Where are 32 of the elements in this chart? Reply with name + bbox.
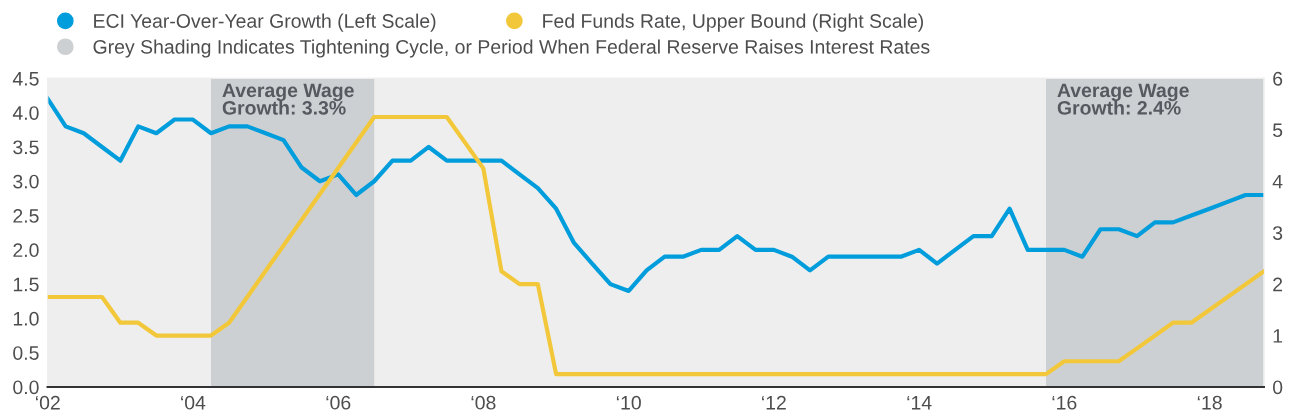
legend-label: Fed Funds Rate, Upper Bound (Right Scale) (543, 13, 923, 32)
y2-tick-label: 5 (1273, 123, 1283, 138)
x-tick-label: ‘06 (326, 395, 351, 410)
y2-tick-label: 1 (1273, 329, 1283, 343)
y-tick-label: 0.0 (13, 380, 39, 395)
y2-tick-label: 0 (1272, 380, 1283, 395)
y-tick-label: 1.5 (13, 277, 39, 292)
y2-tick-label: 6 (1273, 71, 1283, 86)
y-tick-label: 1.0 (13, 311, 39, 326)
y-tick-label: 2.5 (13, 209, 39, 223)
y2-tick-label: 4 (1272, 174, 1283, 189)
band-label: Average Wage Growth: 2.4% (1057, 83, 1189, 115)
y-tick-label: 0.5 (13, 346, 39, 360)
text: Grey Shading Indicates Tightening Cycle, or Period When Federal Reserve Raises Interest Rates (93, 39, 930, 58)
y2-tick-label: 2 (1273, 277, 1283, 292)
y-tick-label: 2.0 (13, 243, 39, 258)
y-tick-label: 3.5 (13, 140, 39, 155)
x-tick-label: ‘02 (36, 395, 60, 410)
legend-label: ECI Year-Over-Year Growth (Left Scale) (94, 13, 436, 32)
y-tick-label: 3.0 (13, 174, 39, 189)
x-tick-label: ‘16 (1052, 395, 1077, 410)
x-tick-label: ‘04 (181, 395, 206, 410)
x-tick-label: ‘18 (1197, 395, 1222, 410)
y-tick-label: 4.0 (12, 106, 39, 120)
y-tick-label: 4.5 (12, 72, 39, 86)
x-tick-label: ‘12 (762, 395, 786, 410)
y2-tick-label: 3 (1272, 226, 1283, 240)
x-tick-label: ‘10 (616, 395, 641, 410)
x-tick-label: ‘14 (907, 396, 932, 410)
x-tick-label: ‘08 (471, 395, 496, 410)
band-label: Average Wage Growth: 3.3% (222, 83, 354, 115)
line-series (47, 114, 1264, 377)
